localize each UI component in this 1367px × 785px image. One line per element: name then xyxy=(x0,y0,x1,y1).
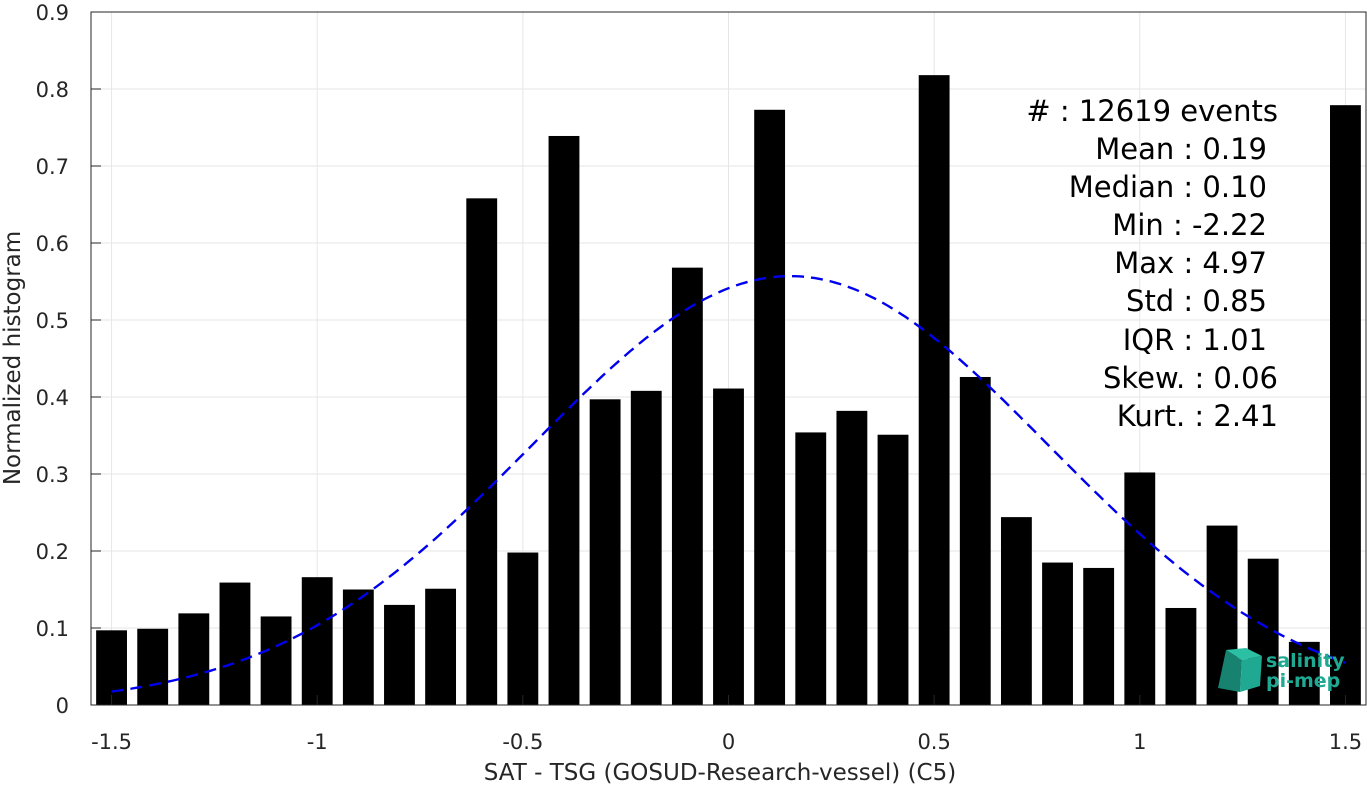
histogram-bar xyxy=(1330,105,1361,706)
histogram-bar xyxy=(877,434,909,705)
stat-min: Min : -2.22 xyxy=(1112,208,1267,242)
histogram-bar xyxy=(342,589,374,705)
histogram-bar xyxy=(630,390,662,705)
histogram-bar xyxy=(219,582,251,705)
gaussian-fit-curve xyxy=(111,274,1346,693)
x-tick-label: 1.5 xyxy=(1329,730,1362,754)
histogram-bar xyxy=(671,267,703,705)
statistics-box: # : 12619 events Mean : 0.19 Median : 0.… xyxy=(1026,94,1278,433)
histogram-bar xyxy=(1165,607,1197,705)
histogram-bar xyxy=(836,410,868,705)
x-axis-ticks: -1.5 -1 -0.5 0 0.5 1 1.5 xyxy=(91,695,1362,754)
y-tick-label: 0.1 xyxy=(36,617,69,641)
histogram-bar xyxy=(918,75,950,705)
x-tick-label: -1.5 xyxy=(91,730,132,754)
stat-events: # : 12619 events xyxy=(1026,94,1278,128)
stat-median: Median : 0.10 xyxy=(1069,170,1267,204)
x-tick-label: -1 xyxy=(307,730,328,754)
stat-std: Std : 0.85 xyxy=(1126,284,1267,318)
stat-mean: Mean : 0.19 xyxy=(1095,132,1267,166)
histogram-bar xyxy=(1000,517,1032,705)
x-tick-label: 0 xyxy=(722,730,735,754)
stat-max: Max : 4.97 xyxy=(1114,246,1267,280)
stat-iqr: IQR : 1.01 xyxy=(1123,323,1267,357)
y-tick-label: 0 xyxy=(56,694,69,718)
y-tick-label: 0.4 xyxy=(36,386,69,410)
histogram-bar xyxy=(425,588,457,705)
y-tick-label: 0.9 xyxy=(36,1,69,25)
y-tick-label: 0.8 xyxy=(36,78,69,102)
x-tick-label: 1 xyxy=(1133,730,1146,754)
y-axis-ticks: 0 0.1 0.2 0.3 0.4 0.5 0.6 0.7 0.8 0.9 xyxy=(36,1,101,718)
histogram-bar xyxy=(1288,641,1320,705)
histogram-bar xyxy=(1124,472,1156,705)
histogram-bar xyxy=(137,628,169,705)
y-tick-label: 0.3 xyxy=(36,463,69,487)
x-tick-label: 0.5 xyxy=(917,730,950,754)
y-tick-label: 0.5 xyxy=(36,309,69,333)
logo-text-pimep: pi-mep xyxy=(1266,670,1340,692)
histogram-bar xyxy=(713,388,744,705)
histogram-bar xyxy=(548,135,580,706)
cube-logo-icon xyxy=(1218,648,1262,692)
histogram-bar xyxy=(96,630,127,705)
x-axis-label: SAT - TSG (GOSUD-Research-vessel) (C5) xyxy=(484,760,956,785)
histogram-bar xyxy=(301,577,333,705)
histogram-bar xyxy=(754,109,786,706)
histogram-bar xyxy=(260,616,292,705)
logo-text-salinity: salinity xyxy=(1266,650,1345,672)
stat-skew: Skew. : 0.06 xyxy=(1103,361,1278,395)
histogram-bar xyxy=(959,376,991,705)
histogram-bar xyxy=(178,613,210,705)
histogram-bars xyxy=(96,75,1361,706)
y-tick-label: 0.6 xyxy=(36,232,69,256)
histogram-bar xyxy=(384,604,415,705)
salinity-pimep-logo: salinity pi-mep xyxy=(1218,648,1345,692)
histogram-bar xyxy=(466,198,498,705)
x-tick-label: -0.5 xyxy=(502,730,543,754)
histogram-bar xyxy=(1083,567,1115,705)
histogram-bar xyxy=(589,399,621,705)
stat-kurt: Kurt. : 2.41 xyxy=(1117,399,1278,433)
y-tick-label: 0.2 xyxy=(36,540,69,564)
y-axis-label: Normalized histogram xyxy=(0,231,26,485)
histogram-bar xyxy=(795,432,827,705)
y-tick-label: 0.7 xyxy=(36,155,69,179)
histogram-bar xyxy=(507,552,539,705)
histogram-bar xyxy=(1042,562,1073,705)
